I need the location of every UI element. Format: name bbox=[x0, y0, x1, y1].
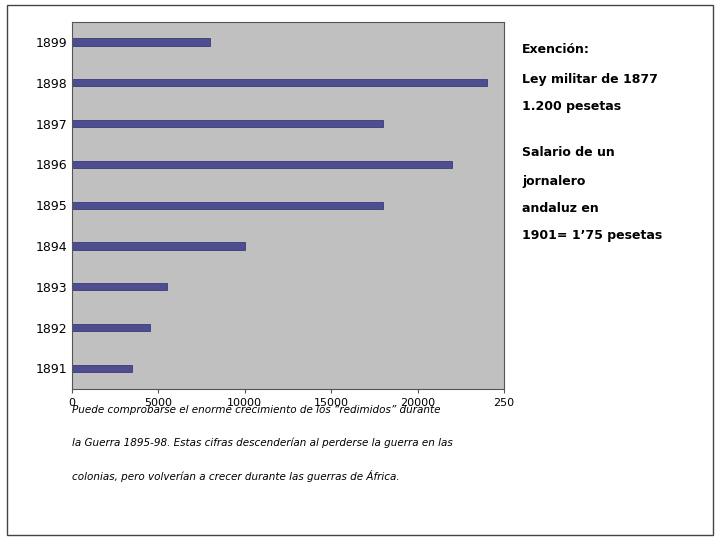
Bar bbox=[72, 283, 167, 291]
Bar bbox=[72, 79, 487, 86]
Bar bbox=[72, 242, 245, 249]
Text: Ley militar de 1877: Ley militar de 1877 bbox=[522, 73, 658, 86]
Text: andaluz en: andaluz en bbox=[522, 202, 599, 215]
Text: jornalero: jornalero bbox=[522, 176, 585, 188]
Text: la Guerra 1895-98. Estas cifras descenderían al perderse la guerra en las: la Guerra 1895-98. Estas cifras descende… bbox=[72, 437, 453, 448]
Bar bbox=[72, 38, 210, 46]
Text: colonias, pero volverían a crecer durante las guerras de África.: colonias, pero volverían a crecer durant… bbox=[72, 470, 400, 482]
Bar bbox=[72, 120, 383, 127]
Bar bbox=[72, 324, 150, 332]
Text: 1901= 1’75 pesetas: 1901= 1’75 pesetas bbox=[522, 230, 662, 242]
Bar bbox=[72, 201, 383, 209]
Text: 1.200 pesetas: 1.200 pesetas bbox=[522, 100, 621, 113]
Text: Puede comprobarse el enorme crecimiento de los “redimidos” durante: Puede comprobarse el enorme crecimiento … bbox=[72, 405, 441, 415]
Bar bbox=[72, 364, 132, 372]
Text: Exención:: Exención: bbox=[522, 43, 590, 56]
Bar bbox=[72, 161, 452, 168]
Text: Salario de un: Salario de un bbox=[522, 146, 615, 159]
